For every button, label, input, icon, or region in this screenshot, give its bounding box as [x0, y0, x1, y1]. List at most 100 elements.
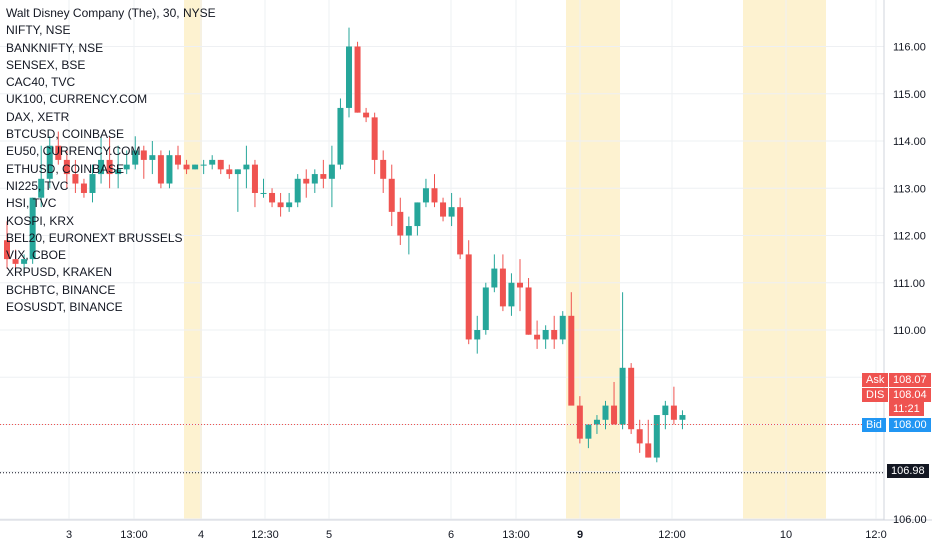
candle-body [405, 226, 412, 236]
candle-body [328, 164, 335, 179]
candle-body [388, 178, 395, 212]
legend-symbol[interactable]: VIX, CBOE [6, 248, 67, 263]
legend-symbol[interactable]: BEL20, EURONEXT BRUSSELS [6, 230, 183, 245]
candle-body [525, 287, 532, 335]
candle-body [226, 169, 233, 175]
candle-body [286, 202, 293, 208]
candle-body [192, 164, 199, 170]
session-band [743, 0, 826, 520]
candle-body [422, 188, 429, 203]
candle-body [243, 164, 250, 170]
y-tick-label: 106.00 [893, 514, 927, 526]
candle-body [294, 178, 301, 203]
candle-body [542, 330, 549, 340]
x-tick-label: 13:00 [120, 529, 148, 541]
legend-symbol[interactable]: BTCUSD, COINBASE [6, 127, 125, 142]
candle-body [89, 174, 96, 193]
candle-body [431, 188, 438, 203]
legend: Walt Disney Company (The), 30, NYSE NIFT… [6, 5, 216, 316]
legend-main-symbol[interactable]: Walt Disney Company (The), 30, NYSE [6, 6, 216, 20]
candle-body [4, 240, 10, 260]
price-axis[interactable]: 106.00107.00108.00109.00110.00111.00112.… [893, 42, 927, 527]
candle-body [380, 159, 387, 179]
candle-body [397, 211, 404, 236]
level-value: 106.98 [887, 464, 929, 478]
legend-symbol[interactable]: DAX, XETR [6, 109, 70, 124]
time-axis[interactable]: 3 13:00 4 12:30 5 6 13:00 9 12:00 10 12:0 [66, 529, 887, 541]
legend-symbol[interactable]: SENSEX, BSE [6, 57, 86, 72]
candle-body [149, 155, 156, 160]
y-tick-label: 111.00 [893, 278, 925, 290]
candle-body [46, 145, 53, 179]
legend-symbol[interactable]: UK100, CURRENCY.COM [6, 92, 148, 107]
candle-body [508, 282, 515, 307]
symbol-label: DIS [862, 388, 889, 402]
candle-body [80, 183, 87, 193]
x-tick-label: 12:0 [865, 529, 886, 541]
legend-symbol[interactable]: HSI, TVC [6, 196, 57, 211]
candle-body [619, 367, 626, 425]
candle-body [21, 259, 28, 264]
candle-body [611, 405, 618, 425]
candle-body [482, 287, 489, 330]
candle-body [645, 443, 652, 458]
candle-body [320, 174, 327, 179]
candle-body [29, 197, 36, 260]
y-tick-label: 116.00 [893, 42, 926, 54]
y-tick-label: 114.00 [893, 136, 926, 148]
candle-body [98, 159, 105, 175]
candle-body [499, 268, 506, 307]
x-tick-label: 12:00 [658, 529, 686, 541]
candle-body [448, 207, 455, 217]
candle-body [311, 174, 318, 184]
candle-body [602, 405, 609, 420]
x-tick-label: 9 [577, 529, 583, 541]
candle-body [260, 192, 267, 194]
candle-body [63, 159, 70, 175]
candle-body [440, 202, 447, 217]
legend-symbol[interactable]: CAC40, TVC [6, 75, 76, 90]
legend-symbol[interactable]: EU50, CURRENCY.COM [6, 144, 141, 159]
candle-body [132, 150, 139, 165]
candle-body [491, 268, 498, 288]
candle-body [217, 159, 224, 170]
candle-body [38, 178, 45, 198]
candle-body [636, 429, 643, 444]
candle-body [55, 145, 62, 160]
x-tick-label: 4 [198, 529, 204, 541]
legend-symbol[interactable]: XRPUSD, KRAKEN [6, 265, 113, 280]
candle-body [568, 315, 575, 406]
legend-symbol[interactable]: NI225, TVC [6, 178, 69, 193]
candle-body [517, 282, 523, 288]
candle-body [662, 405, 669, 416]
legend-symbols: NIFTY, NSE BANKNIFTY, NSE SENSEX, BSE CAC40… [6, 22, 216, 316]
candle-body [200, 164, 207, 166]
x-tick-label: 10 [780, 529, 792, 541]
candle-body [269, 192, 276, 203]
legend-symbol[interactable]: EOSUSDT, BINANCE [6, 300, 123, 315]
candle-body [123, 164, 130, 170]
legend-symbol[interactable]: KOSPI, KRX [6, 213, 75, 228]
candle-body [670, 405, 677, 420]
legend-symbol[interactable]: ETHUSD, COINBASE [6, 161, 125, 176]
x-tick-label: 12:30 [251, 529, 279, 541]
candles [4, 27, 686, 463]
candle-body [183, 164, 190, 170]
bid-value: 108.00 [889, 418, 931, 432]
legend-symbol[interactable]: NIFTY, NSE [6, 23, 71, 38]
legend-symbol[interactable]: BCHBTC, BINANCE [6, 282, 116, 297]
x-tick-label: 5 [326, 529, 332, 541]
candle-body [157, 155, 164, 184]
y-tick-label: 110.00 [893, 325, 926, 337]
x-tick-label: 13:00 [502, 529, 530, 541]
candle-body [371, 117, 378, 160]
candle-body [363, 112, 370, 118]
ask-value: 108.07 [889, 373, 931, 387]
candle-body [474, 330, 481, 340]
x-tick-label: 3 [66, 529, 72, 541]
candle-body [12, 259, 19, 264]
legend-symbol[interactable]: BANKNIFTY, NSE [6, 40, 104, 55]
candle-body [115, 169, 122, 175]
candle-body [337, 107, 344, 165]
